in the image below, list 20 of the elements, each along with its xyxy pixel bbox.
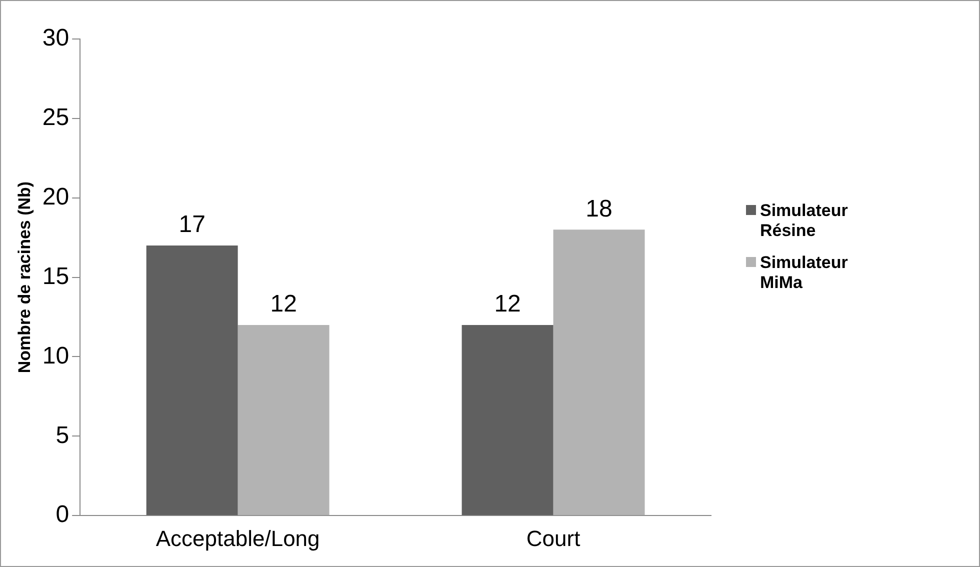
bar [146, 246, 238, 516]
bar [238, 324, 330, 516]
y-tick-label: 20 [42, 183, 70, 210]
data-label: 18 [586, 195, 612, 222]
x-tick-label: Acceptable/Long [156, 526, 320, 551]
y-tick-label: 10 [42, 342, 70, 370]
y-axis-title: Nombre de racines (Nb) [14, 181, 34, 374]
data-label: 17 [178, 211, 206, 238]
y-tick-label: 30 [42, 24, 70, 52]
data-label: 12 [494, 290, 521, 318]
bar [553, 230, 645, 516]
y-tick-label: 15 [42, 262, 70, 290]
y-tick-label: 25 [42, 104, 70, 132]
y-tick-label: 0 [56, 501, 70, 528]
y-tick-label: 5 [56, 422, 70, 449]
x-tick-label: Court [526, 526, 580, 551]
bar [462, 324, 554, 516]
data-label: 12 [270, 290, 297, 318]
legend-label: Simulateur MiMa [760, 253, 849, 293]
legend-label: Simulateur Résine [760, 201, 849, 241]
